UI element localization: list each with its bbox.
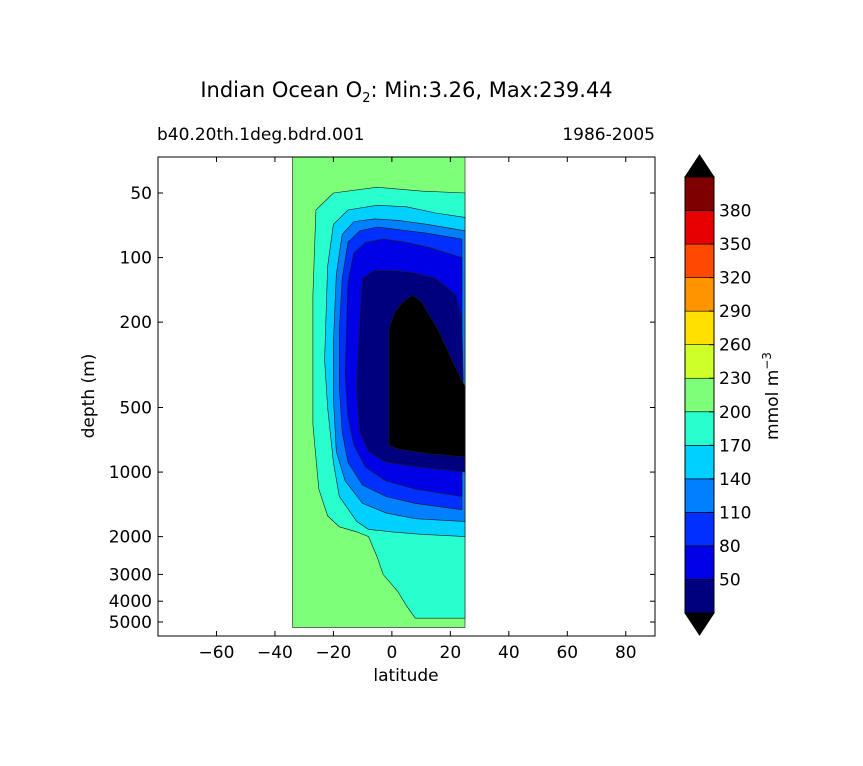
y-tick-label: 200: [120, 313, 152, 333]
colorbar-frame: [684, 176, 715, 614]
colorbar-segment: [684, 445, 715, 480]
y-tick-label: 100: [120, 249, 152, 269]
x-tick-label: 80: [615, 643, 637, 663]
colorbar-segment: [684, 545, 715, 580]
chart-title: Indian Ocean O2: Min:3.26, Max:239.44: [0, 78, 813, 106]
colorbar-tick-label: 170: [719, 436, 751, 456]
colorbar-tick-label: 260: [719, 336, 751, 356]
y-tick-label: 2000: [109, 528, 152, 548]
colorbar-segment: [684, 243, 715, 278]
x-axis-label: latitude: [373, 666, 438, 686]
y-tick-label: 1000: [109, 463, 152, 483]
colorbar-segment: [684, 377, 715, 413]
colorbar-extend-high: [684, 154, 715, 178]
colorbar-tick-label: 230: [719, 369, 751, 389]
colorbar-tick-label: 50: [719, 570, 741, 590]
colorbar-tick-label: 380: [719, 202, 751, 222]
y-tick-label: 5000: [109, 613, 152, 633]
x-tick-label: −20: [315, 643, 351, 663]
title-rest: : Min:3.26, Max:239.44: [370, 78, 613, 102]
subtitle-right: 1986-2005: [562, 125, 655, 145]
colorbar-segment: [684, 579, 715, 614]
colorbar: 50 80 110 140 170 200 230 260 290 320 350 380: [684, 154, 751, 636]
contour-fill-layer: [292, 157, 466, 628]
colorbar-tick-label: 110: [719, 503, 751, 523]
x-tick-label: 0: [386, 643, 397, 663]
colorbar-tick-label: 350: [719, 235, 751, 255]
subtitle-left: b40.20th.1deg.bdrd.001: [157, 125, 365, 145]
colorbar-label: mmol m−3: [760, 352, 783, 440]
x-tick-label: 20: [440, 643, 462, 663]
colorbar-segment: [684, 310, 715, 345]
colorbar-segment: [684, 344, 715, 379]
colorbar-tick-label: 290: [719, 302, 751, 322]
colorbar-extend-low: [684, 612, 715, 636]
x-tick-label: −60: [199, 643, 235, 663]
colorbar-label-exponent: −3: [760, 352, 774, 370]
title-subscript: 2: [362, 91, 371, 107]
y-tick-label: 4000: [109, 592, 152, 612]
y-axis-label: depth (m): [79, 354, 99, 439]
colorbar-segment: [684, 478, 715, 513]
colorbar-segment: [684, 210, 715, 245]
colorbar-segment: [684, 411, 715, 446]
colorbar-segment: [684, 176, 715, 211]
title-prefix: Indian Ocean O: [200, 78, 363, 102]
colorbar-segment: [684, 277, 715, 312]
colorbar-label-text: mmol m: [763, 370, 783, 440]
x-tick-label: 60: [556, 643, 578, 663]
y-tick-label: 500: [120, 399, 152, 419]
y-tick-label: 50: [130, 184, 152, 204]
colorbar-tick-label: 80: [719, 537, 741, 557]
colorbar-tick-label: 140: [719, 470, 751, 490]
colorbar-tick-label: 200: [719, 403, 751, 423]
x-tick-label: 40: [498, 643, 520, 663]
colorbar-tick-label: 320: [719, 269, 751, 289]
contour-region-7: [388, 294, 466, 458]
colorbar-segment: [684, 512, 715, 547]
x-tick-label: −40: [257, 643, 293, 663]
x-axis-ticks: −60 −40 −20 0 20 40 60 80: [199, 157, 637, 663]
y-tick-label: 3000: [109, 565, 152, 585]
plot-frame: [157, 156, 656, 637]
